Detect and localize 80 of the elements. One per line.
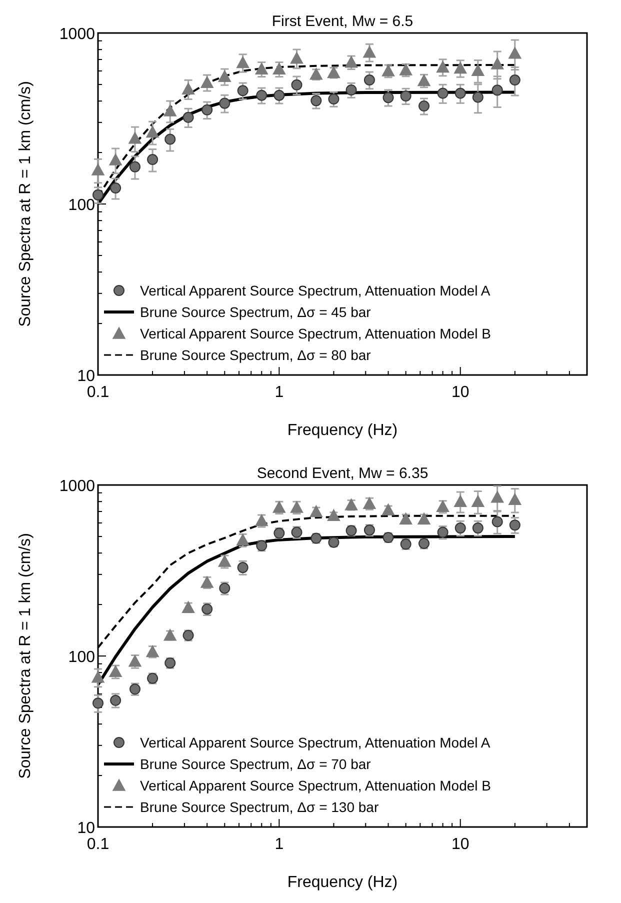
point [472, 522, 484, 534]
point [436, 60, 450, 73]
y-axis-title: Source Spectra at R = 1 km (cm/s) [17, 533, 34, 779]
legend-label: Vertical Apparent Source Spectrum, Attenuation Model B [140, 778, 491, 794]
x-axis-title: Frequency (Hz) [287, 422, 398, 439]
point [509, 74, 520, 86]
point [291, 79, 302, 90]
point [109, 154, 122, 166]
y-tick-label: 100 [68, 649, 96, 666]
point [508, 46, 522, 59]
point [454, 522, 466, 534]
point [364, 74, 375, 86]
point [272, 62, 286, 74]
point [492, 84, 503, 96]
point [490, 58, 504, 70]
legend-label: Vertical Apparent Source Spectrum, Attenuation Model A [140, 734, 491, 750]
point [92, 164, 104, 176]
point [382, 92, 394, 104]
point [146, 126, 159, 138]
point [509, 520, 520, 531]
point [472, 64, 484, 76]
legend-label: Brune Source Spectrum, Δσ = 80 bar [140, 347, 372, 363]
legend-label: Brune Source Spectrum, Δσ = 130 bar [140, 799, 379, 815]
x-axis-title: Frequency (Hz) [287, 874, 398, 891]
y-axis-title: Source Spectra at R = 1 km (cm/s) [17, 81, 34, 327]
point [182, 82, 195, 94]
point [92, 670, 104, 683]
point [454, 62, 467, 74]
point [508, 493, 522, 506]
y-tick-label: 1000 [59, 26, 96, 43]
point [202, 104, 213, 116]
point [256, 90, 268, 101]
point [492, 516, 503, 528]
point [327, 509, 340, 522]
point [219, 98, 230, 109]
y-tick-label: 10 [77, 368, 96, 385]
legend-label: Vertical Apparent Source Spectrum, Attenuation Model B [140, 326, 491, 342]
point [200, 76, 214, 88]
x-tick-label: 1 [274, 384, 284, 401]
point [129, 161, 140, 172]
y-tick-label: 100 [68, 197, 96, 214]
x-tick-label: 0.1 [86, 836, 110, 853]
point [236, 56, 250, 68]
point [454, 88, 466, 99]
point [274, 90, 285, 101]
point [92, 698, 104, 709]
chart-title: Second Event, Mw = 6.35 [256, 465, 428, 482]
point [92, 189, 104, 200]
chart-title: First Event, Mw = 6.5 [272, 13, 414, 30]
x-tick-label: 10 [451, 836, 470, 853]
point [164, 134, 176, 145]
point [128, 132, 142, 144]
point [290, 52, 304, 64]
point [472, 495, 484, 507]
point [346, 84, 357, 96]
point [418, 100, 430, 112]
point [218, 70, 232, 82]
point [237, 85, 248, 96]
point [472, 92, 484, 103]
point [454, 495, 467, 507]
point [110, 182, 122, 194]
point [328, 94, 340, 105]
point [164, 104, 176, 116]
point [110, 694, 122, 706]
legend-label: Vertical Apparent Source Spectrum, Attenuation Model A [140, 282, 491, 298]
point [363, 46, 376, 58]
point [182, 112, 194, 123]
point [147, 154, 158, 166]
point [255, 62, 268, 74]
point [490, 490, 504, 503]
legend-label: Brune Source Spectrum, Δσ = 45 bar [140, 304, 372, 320]
x-tick-label: 10 [451, 384, 470, 401]
point [310, 95, 322, 106]
point [437, 88, 448, 99]
x-tick-label: 0.1 [86, 384, 110, 401]
y-tick-label: 10 [77, 820, 96, 837]
x-tick-label: 1 [274, 836, 284, 853]
point [400, 90, 412, 102]
y-tick-label: 1000 [59, 478, 96, 495]
legend-label: Brune Source Spectrum, Δσ = 70 bar [140, 756, 372, 772]
